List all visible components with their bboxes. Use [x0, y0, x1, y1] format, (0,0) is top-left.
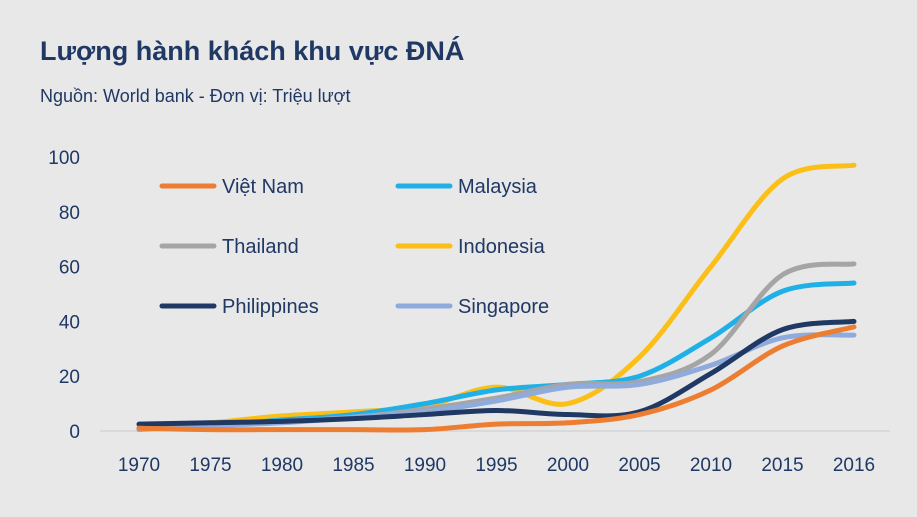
x-tick-label: 1990	[404, 455, 446, 476]
y-tick-label: 80	[59, 203, 80, 224]
series-line-thailand	[136, 261, 857, 431]
y-tick-label: 0	[69, 422, 80, 443]
y-tick-label: 60	[59, 258, 80, 279]
legend-label: Việt Nam	[222, 176, 304, 198]
y-tick-label: 40	[59, 312, 80, 333]
x-tick-label: 1995	[475, 455, 517, 476]
x-tick-label: 1980	[261, 455, 303, 476]
x-tick-label: 1975	[189, 455, 231, 476]
x-tick-label: 2010	[690, 455, 732, 476]
legend-label: Singapore	[458, 296, 549, 318]
x-tick-label: 1970	[118, 455, 160, 476]
chart-subtitle: Nguồn: World bank - Đơn vị: Triệu lượt	[40, 86, 351, 106]
legend-label: Philippines	[222, 296, 319, 318]
x-tick-label: 2016	[833, 455, 875, 476]
x-tick-label: 2000	[547, 455, 589, 476]
legend-label: Malaysia	[458, 176, 538, 198]
x-tick-label: 2015	[761, 455, 803, 476]
series-line-philippines	[136, 318, 857, 427]
legend-label: Indonesia	[458, 236, 546, 258]
y-tick-label: 20	[59, 367, 80, 388]
x-tick-label: 2005	[618, 455, 660, 476]
x-tick-label: 1985	[332, 455, 374, 476]
series-line-việt-nam	[136, 324, 857, 433]
legend-label: Thailand	[222, 236, 299, 258]
y-tick-label: 100	[48, 148, 80, 169]
chart-title: Lượng hành khách khu vực ĐNÁ	[40, 36, 465, 66]
